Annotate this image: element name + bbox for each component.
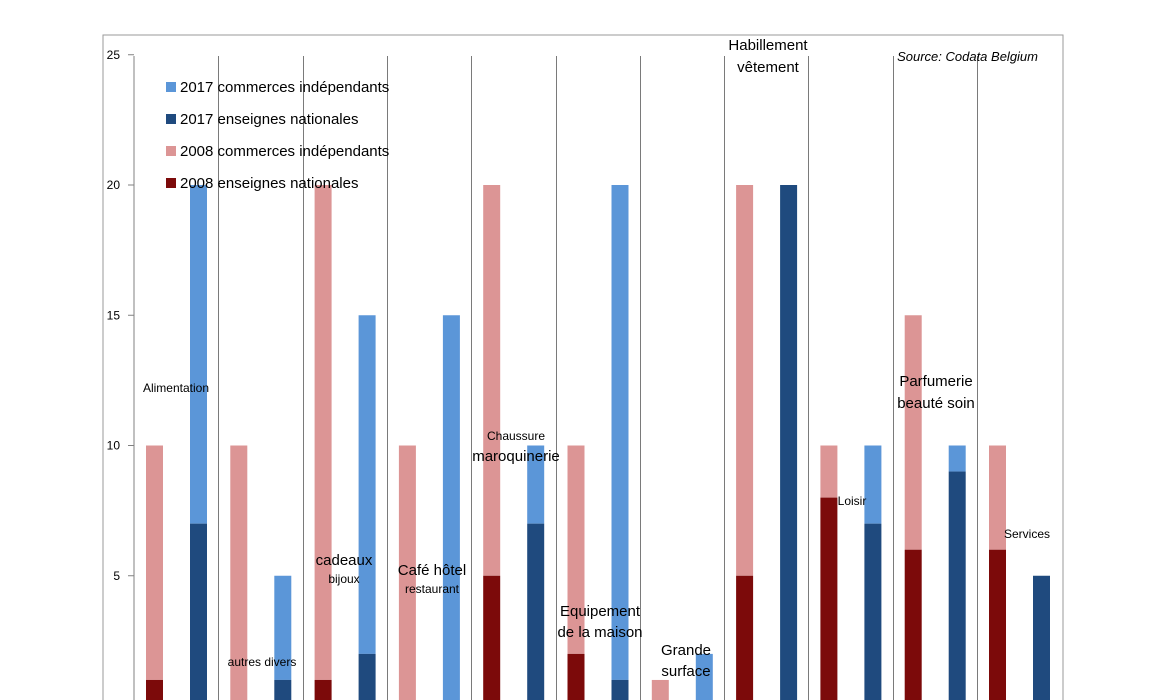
category-label: vêtement [737, 59, 800, 76]
bars [146, 185, 1050, 700]
bar-2008-national [483, 575, 501, 700]
source-note: Source: Codata Belgium [897, 49, 1038, 64]
category-label: Café hôtel [398, 562, 466, 579]
bar-2017-national [611, 679, 629, 700]
bar-2017-independent [442, 315, 460, 700]
bar-2008-national [904, 549, 922, 700]
bar-2017-independent [190, 185, 207, 524]
category-label: Parfumerie [899, 373, 972, 390]
y-tick-label: 10 [107, 439, 121, 453]
bar-2008-national [820, 497, 838, 700]
bar-2008-national [567, 653, 585, 700]
category-label: Habillement [728, 37, 808, 54]
category-dividers [218, 56, 978, 700]
bar-2008-national [989, 549, 1006, 700]
bar-2017-independent [948, 445, 966, 472]
bar-2008-independent [146, 445, 163, 680]
legend-swatch [166, 114, 176, 124]
category-label: bijoux [328, 572, 359, 586]
category-label: autres divers [228, 655, 297, 669]
bar-2017-independent [358, 315, 376, 654]
bar-2017-independent [864, 445, 882, 524]
legend-swatch [166, 178, 176, 188]
y-tick-label: 5 [113, 569, 120, 583]
bar-2008-independent [567, 445, 585, 654]
plot-frame [102, 34, 1064, 700]
category-label: Alimentation [143, 381, 209, 395]
category-label: beauté soin [897, 395, 975, 412]
bar-2017-independent [527, 445, 545, 524]
bar-2008-independent [230, 445, 248, 700]
y-axis: 5 10 15 20 25 [107, 48, 134, 583]
bar-2008-national [146, 679, 163, 700]
category-label: Equipement [560, 603, 641, 620]
bar-2008-independent [904, 315, 922, 550]
bar-2017-independent [611, 185, 629, 680]
legend-swatch [166, 82, 176, 92]
bar-2008-independent [483, 185, 501, 576]
bar-2017-independent [695, 653, 713, 700]
bar-2017-independent [274, 575, 292, 680]
category-labels: Alimentation autres divers cadeaux bijoux Ca… [143, 37, 1050, 680]
bar-2008-national [314, 679, 332, 700]
bar-2008-national [736, 575, 754, 700]
legend-label: 2017 enseignes nationales [180, 111, 358, 128]
category-label: cadeaux [316, 552, 373, 569]
category-label: Grande [661, 642, 711, 659]
bar-2008-independent [651, 679, 669, 700]
bar-2017-national [780, 185, 798, 700]
bar-2017-national [527, 523, 545, 700]
bar-2008-independent [989, 445, 1006, 550]
legend-label: 2008 commerces indépendants [180, 143, 389, 160]
category-label: maroquinerie [472, 448, 560, 465]
category-label: Services [1004, 527, 1050, 541]
bar-2008-independent [314, 185, 332, 680]
y-tick-label: 25 [107, 48, 121, 62]
bar-2008-independent [820, 445, 838, 498]
y-tick-label: 20 [107, 178, 121, 192]
category-label: surface [661, 663, 710, 680]
legend-label: 2017 commerces indépendants [180, 79, 389, 96]
bar-2008-independent [398, 445, 416, 700]
category-label: Loisir [838, 494, 867, 508]
bar-2017-national [358, 653, 376, 700]
bar-2017-national [864, 523, 882, 700]
category-label: de la maison [557, 624, 642, 641]
category-label: restaurant [405, 582, 460, 596]
y-tick-label: 15 [107, 308, 121, 322]
legend-label: 2008 enseignes nationales [180, 175, 358, 192]
legend-swatch [166, 146, 176, 156]
bar-2017-national [948, 471, 966, 700]
legend: 2017 commerces indépendants 2017 enseigne… [166, 79, 389, 192]
bar-2008-independent [736, 185, 754, 576]
bar-2017-national [1033, 575, 1050, 700]
bar-2017-national [190, 523, 207, 700]
category-label: Chaussure [487, 429, 545, 443]
bar-2017-national [274, 679, 292, 700]
